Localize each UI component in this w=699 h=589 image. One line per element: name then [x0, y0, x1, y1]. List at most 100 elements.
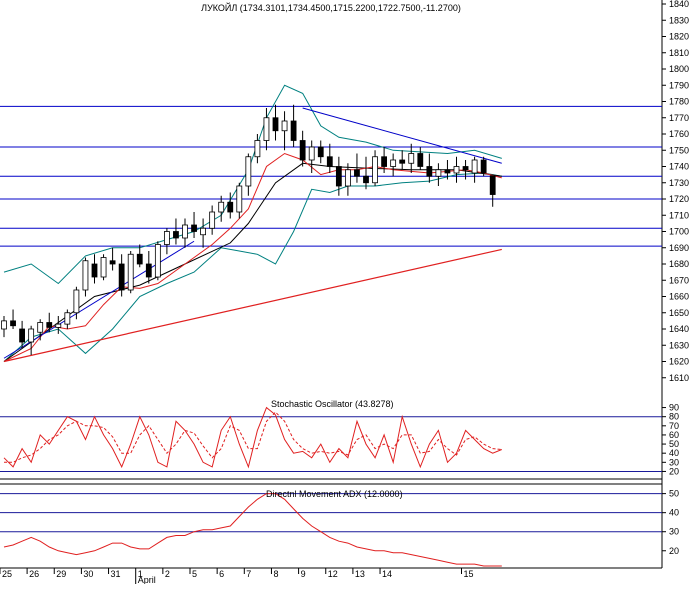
x-tick-label: 14	[382, 569, 392, 579]
candle-body	[236, 185, 243, 213]
long-moving-average-line	[3, 248, 502, 363]
indicator-y-tick-label: 30	[669, 457, 679, 467]
candle-body	[480, 159, 487, 174]
candle-body	[471, 159, 478, 174]
candle-body	[46, 322, 53, 328]
price-y-tick-label: 1710	[669, 210, 689, 220]
candle-body	[453, 166, 460, 174]
indicator-y-tick-label: 30	[669, 527, 679, 537]
x-tick-label: 30	[83, 569, 93, 579]
indicator-y-tick-label: 60	[669, 430, 679, 440]
candle-body	[408, 153, 415, 164]
price-y-tick-label: 1820	[669, 32, 689, 42]
candle-body	[200, 227, 207, 236]
candle-body	[462, 166, 469, 171]
candle-body	[145, 263, 152, 278]
price-panel: 1610 1620 1630 1640 1650 1660 1670 1680 1690 1700…	[0, 0, 689, 383]
candle-body	[37, 322, 44, 333]
adx-panel-title: Directnl Movement ADX (12.0000)	[266, 489, 403, 499]
x-tick-label: 5	[192, 569, 197, 579]
candle-body	[1, 320, 7, 330]
price-y-tick-label: 1700	[669, 227, 689, 237]
price-y-tick-label: 1660	[669, 292, 689, 302]
candle-body	[19, 328, 26, 343]
candle-body	[173, 231, 179, 239]
candle-body	[182, 224, 188, 239]
price-y-tick-label: 1790	[669, 80, 689, 90]
candle-body	[426, 166, 433, 177]
x-tick-label: 12	[328, 569, 338, 579]
price-y-tick-label: 1720	[669, 194, 689, 204]
indicator-y-tick-label: 20	[669, 546, 679, 556]
candle-body	[308, 146, 315, 161]
candle-body	[435, 169, 442, 177]
x-tick-label: 1	[138, 569, 143, 579]
candle-body	[299, 140, 306, 161]
price-y-tick-label: 1650	[669, 308, 689, 318]
x-tick-label: 2	[165, 569, 170, 579]
candle-body	[118, 263, 125, 291]
candle-body	[381, 156, 388, 167]
fast-moving-average-line	[3, 152, 502, 362]
candle-body	[354, 169, 360, 177]
price-chart-title: ЛУКОЙЛ (1734.3101,1734.4500,1715.2200,17…	[201, 2, 461, 13]
bollinger-lower-line	[3, 172, 502, 362]
candle-body	[73, 289, 80, 314]
price-y-tick-label: 1620	[669, 357, 689, 367]
x-tick-label: 31	[111, 569, 121, 579]
candle-body	[245, 156, 252, 187]
x-tick-label: 8	[273, 569, 278, 579]
trend-line	[3, 240, 195, 359]
candle-body	[363, 175, 369, 184]
x-tick-label: 6	[219, 569, 224, 579]
price-y-tick-label: 1800	[669, 64, 689, 74]
x-tick-label: 7	[246, 569, 251, 579]
candle-body	[326, 156, 333, 167]
stochastic-panel-title: Stochastic Oscillator (43.8278)	[271, 399, 394, 409]
price-y-tick-label: 1810	[669, 48, 689, 58]
candle-body	[218, 201, 225, 213]
candle-body	[444, 169, 451, 174]
candle-body	[390, 159, 397, 167]
slow-moving-average-line	[3, 162, 502, 362]
x-tick-label: 29	[56, 569, 66, 579]
candle-body	[91, 263, 98, 278]
candle-body	[399, 159, 406, 164]
indicator-y-tick-label: 20	[669, 466, 679, 476]
candle-body	[28, 328, 35, 343]
candle-body	[82, 260, 89, 291]
x-tick-label: 15	[464, 569, 474, 579]
candle-body	[281, 120, 288, 132]
candle-body	[10, 320, 16, 327]
candle-body	[372, 156, 378, 184]
indicator-y-tick-label: 70	[669, 421, 679, 431]
x-tick-label: 26	[29, 569, 39, 579]
indicator-y-tick-label: 50	[669, 489, 679, 499]
price-y-tick-label: 1760	[669, 129, 689, 139]
price-y-tick-label: 1740	[669, 162, 689, 172]
candle-body	[335, 166, 342, 187]
price-y-tick-label: 1840	[669, 0, 689, 9]
indicator-signal-line	[4, 411, 502, 463]
price-y-tick-label: 1690	[669, 243, 689, 253]
candle-body	[209, 211, 216, 229]
adx-panel: 20 30 40 50 Directnl Movement ADX (12.0000)	[0, 489, 679, 567]
price-y-tick-label: 1640	[669, 324, 689, 334]
candle-body	[55, 323, 62, 328]
candle-body	[136, 253, 143, 265]
candle-body	[263, 117, 270, 141]
candle-body	[290, 120, 297, 141]
candle-body	[317, 146, 324, 158]
price-y-tick-label: 1680	[669, 259, 689, 269]
price-y-tick-label: 1830	[669, 15, 689, 25]
candle-body	[100, 257, 107, 278]
candle-body	[109, 260, 116, 265]
x-tick-label: 9	[301, 569, 306, 579]
candle-body	[154, 244, 161, 278]
candle-body	[127, 253, 134, 291]
candle-body	[227, 201, 234, 213]
candle-body	[163, 231, 170, 245]
